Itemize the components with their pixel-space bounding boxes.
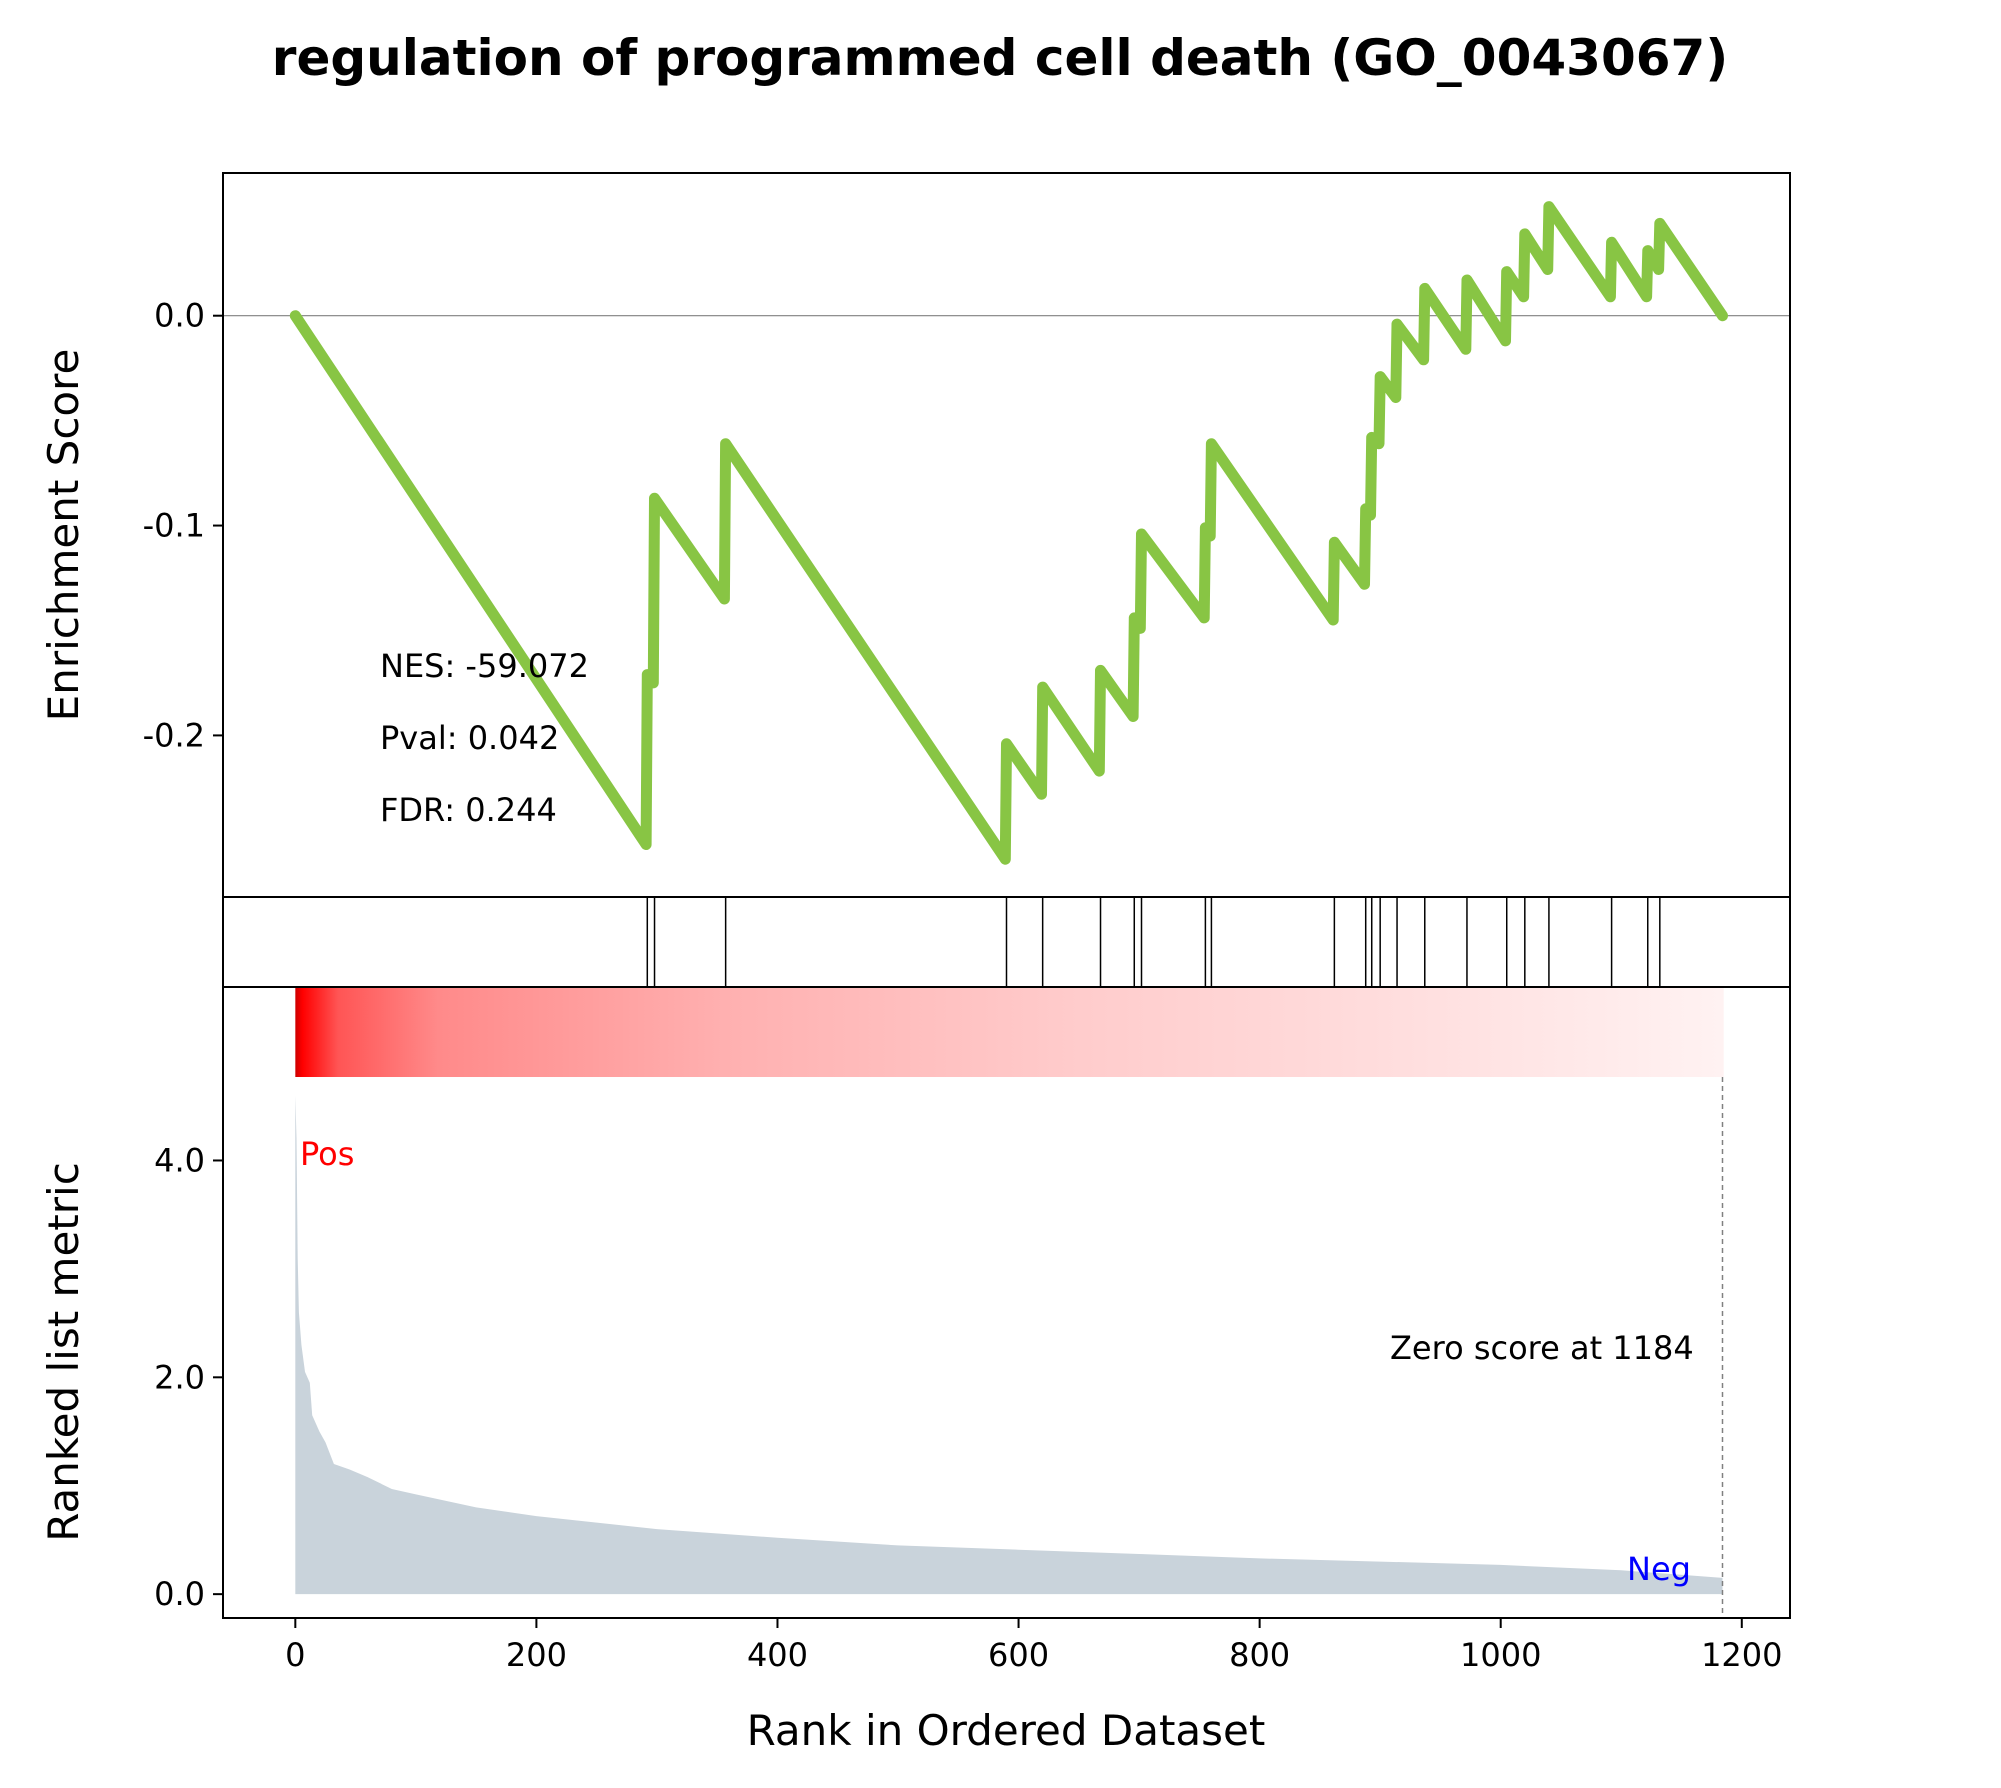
metric-panel: Zero score at 1184 Pos Neg 0.0 2.0 4.0 Ran…: [39, 986, 1791, 1619]
metric-y-tick-label: 4.0: [154, 1141, 205, 1179]
metric-y-tick-label: 2.0: [154, 1358, 205, 1396]
ranked-metric-area: [295, 1095, 1723, 1595]
pval-label: Pval: 0.042: [380, 719, 559, 757]
x-tick-label: 400: [747, 1636, 808, 1674]
pos-label: Pos: [300, 1135, 354, 1173]
hits-panel: [222, 896, 1791, 988]
x-axis-ticks: 0 200 400 600 800 1000 1200: [285, 1618, 1783, 1674]
es-y-tick-label: -0.1: [143, 507, 205, 545]
metric-y-ticks: 0.0 2.0 4.0: [154, 1141, 223, 1613]
chart-title: regulation of programmed cell death (GO_…: [272, 29, 1728, 87]
neg-label: Neg: [1627, 1550, 1691, 1588]
x-tick-label: 600: [988, 1636, 1049, 1674]
es-curve: [289, 201, 1728, 865]
x-tick-label: 1200: [1701, 1636, 1782, 1674]
rank-heat-strip: [295, 987, 1724, 1077]
es-panel: 0.0 -0.1 -0.2 NES: -59.072 Pval: 0.042 FDR…: [39, 172, 1791, 898]
zero-score-label: Zero score at 1184: [1390, 1329, 1694, 1367]
metric-panel-frame: [222, 986, 1791, 1619]
hit-lines: [646, 897, 1661, 987]
metric-axis-label: Ranked list metric: [39, 1162, 88, 1542]
x-axis-label: Rank in Ordered Dataset: [747, 1706, 1266, 1755]
nes-label: NES: -59.072: [380, 647, 589, 685]
x-tick-label: 800: [1229, 1636, 1290, 1674]
x-tick-label: 1000: [1460, 1636, 1541, 1674]
fdr-label: FDR: 0.244: [380, 791, 557, 829]
x-tick-label: 200: [506, 1636, 567, 1674]
es-axis-label: Enrichment Score: [39, 349, 88, 722]
es-y-tick-label: 0.0: [154, 297, 205, 335]
es-grid: 0.0 -0.1 -0.2: [143, 297, 223, 754]
x-tick-label: 0: [285, 1636, 305, 1674]
metric-y-tick-label: 0.0: [154, 1575, 205, 1613]
es-y-tick-label: -0.2: [143, 716, 205, 754]
